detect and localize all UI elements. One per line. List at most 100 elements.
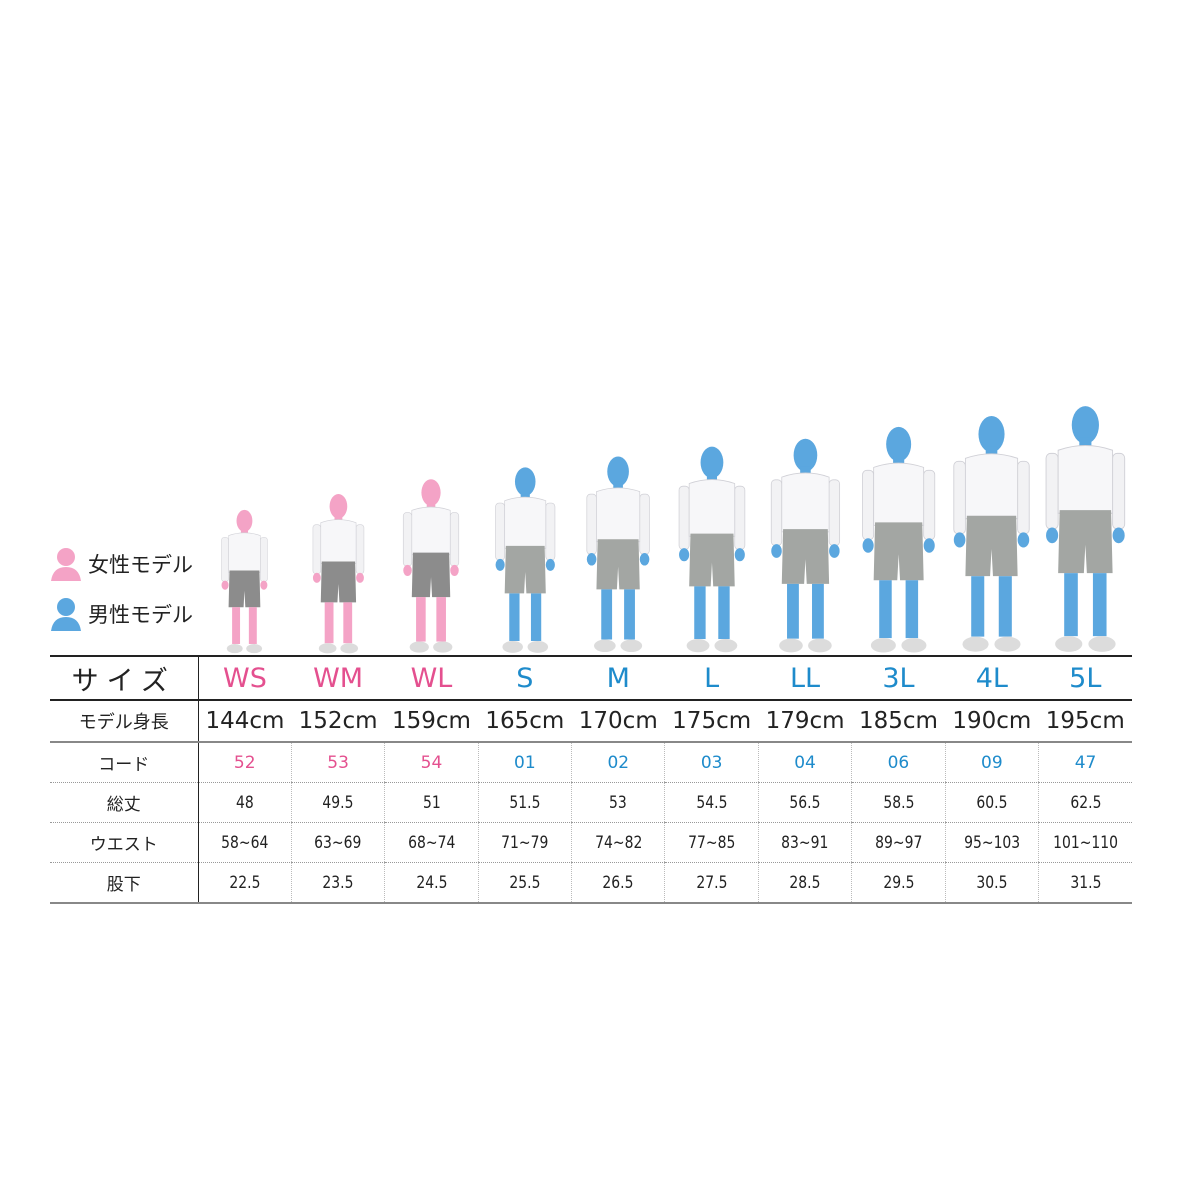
row-label-height: モデル身長	[50, 700, 199, 743]
length-value: 49.5	[322, 792, 354, 813]
cell-inseam: 30.5	[944, 862, 1039, 904]
code-value: 04	[794, 752, 816, 773]
waist-value: 71~79	[501, 832, 549, 853]
inseam-value: 31.5	[1069, 872, 1102, 893]
height-value: 144cm	[205, 708, 285, 734]
cell-length: 60.5	[944, 782, 1039, 823]
length-value: 48	[235, 792, 254, 813]
row-height: モデル身長 144cm 152cm 159cm 165cm 170cm 175cm 179cm…	[50, 700, 1132, 743]
cell-length: 49.5	[290, 782, 385, 823]
length-value: 54.5	[696, 792, 728, 813]
model-figure-L	[674, 444, 750, 655]
cell-waist: 68~74	[384, 822, 479, 863]
cell-inseam: 25.5	[477, 862, 572, 904]
cell-waist: 83~91	[757, 822, 852, 863]
legend-male: 男性モデル	[50, 596, 193, 632]
female-person-icon	[51, 548, 81, 581]
cell-size: WL	[384, 655, 479, 701]
row-inseam: 股下 22.5 23.5 24.5 25.5 26.5 27.5 28.5 29.5 30.5 31…	[50, 862, 1132, 904]
height-value: 152cm	[298, 708, 378, 734]
row-label-code: コード	[50, 742, 199, 783]
cell-code: 52	[198, 742, 292, 783]
length-value: 51.5	[509, 792, 541, 813]
cell-size: M	[571, 655, 665, 701]
waist-value: 77~85	[688, 832, 736, 853]
cell-size: 3L	[851, 655, 946, 701]
cell-length: 51	[384, 782, 479, 823]
person-silhouette-icon	[494, 467, 555, 653]
model-figure-WL	[399, 477, 463, 655]
waist-value: 74~82	[594, 832, 642, 853]
cell-size: 4L	[945, 655, 1039, 701]
cell-waist: 63~69	[290, 822, 385, 863]
cell-height: 175cm	[664, 700, 759, 743]
size-value: 5L	[1069, 662, 1102, 694]
cell-code: 06	[851, 742, 946, 783]
length-value: 51	[422, 792, 441, 813]
row-label-length: 総丈	[50, 782, 199, 823]
model-figure-5L	[1040, 403, 1131, 655]
cell-inseam: 28.5	[757, 862, 852, 904]
cell-size: L	[664, 655, 759, 701]
code-value: 52	[233, 752, 256, 773]
cell-inseam: 22.5	[198, 862, 292, 904]
height-value: 195cm	[1045, 708, 1125, 734]
code-value: 03	[700, 752, 723, 773]
model-figure-M	[582, 454, 654, 655]
legend-female-label: 女性モデル	[88, 553, 193, 577]
code-value: 53	[327, 752, 349, 773]
cell-height: 190cm	[945, 700, 1039, 743]
cell-length: 56.5	[757, 782, 852, 823]
cell-length: 51.5	[477, 782, 572, 823]
code-value: 09	[981, 752, 1003, 773]
cell-length: 58.5	[851, 782, 946, 823]
model-figure-4L	[948, 413, 1035, 655]
cell-length: 62.5	[1038, 782, 1132, 823]
cell-code: 02	[571, 742, 665, 783]
model-figure-S	[491, 465, 559, 655]
cell-waist: 74~82	[571, 822, 665, 863]
row-waist: ウエスト 58~64 63~69 68~74 71~79 74~82 77~85 83~91 8…	[50, 822, 1132, 863]
legend-male-label: 男性モデル	[88, 603, 193, 627]
code-value: 01	[514, 752, 536, 773]
cell-code: 01	[477, 742, 572, 783]
legend-female: 女性モデル	[50, 546, 193, 582]
length-value: 53	[609, 792, 628, 813]
height-value: 159cm	[392, 708, 471, 734]
size-value: WM	[313, 662, 364, 694]
cell-inseam: 23.5	[290, 862, 385, 904]
cell-code: 09	[944, 742, 1039, 783]
size-value: L	[704, 662, 720, 694]
cell-inseam: 29.5	[851, 862, 946, 904]
cell-height: 185cm	[851, 700, 946, 743]
row-label-waist: ウエスト	[50, 822, 199, 863]
model-figures	[198, 380, 1132, 655]
row-label-inseam: 股下	[50, 862, 199, 904]
person-silhouette-icon	[221, 509, 268, 654]
waist-value: 68~74	[407, 832, 456, 853]
waist-value: 58~64	[221, 832, 269, 853]
size-table: サイズ WS WM WL S M L LL 3L 4L 5L モデル身長 144cm 152cm 159cm…	[50, 655, 1132, 904]
waist-value: 83~91	[781, 832, 829, 853]
height-value: 175cm	[672, 708, 752, 734]
height-value: 185cm	[858, 708, 938, 734]
inseam-value: 23.5	[322, 872, 354, 893]
inseam-value: 27.5	[696, 872, 728, 893]
cell-length: 53	[571, 782, 665, 823]
row-length: 総丈 48 49.5 51 51.5 53 54.5 56.5 58.5 60.5 62.5	[50, 782, 1132, 823]
waist-value: 101~110	[1053, 832, 1118, 853]
person-silhouette-icon	[403, 479, 460, 653]
cell-size: WS	[198, 655, 292, 701]
cell-height: 144cm	[198, 700, 292, 743]
height-value: 170cm	[578, 708, 658, 734]
model-figure-3L	[857, 424, 940, 655]
cell-size: 5L	[1038, 655, 1132, 701]
cell-code: 47	[1038, 742, 1132, 783]
cell-waist: 101~110	[1038, 822, 1132, 863]
waist-value: 95~103	[963, 832, 1020, 853]
cell-code: 03	[664, 742, 759, 783]
cell-length: 54.5	[664, 782, 759, 823]
cell-waist: 77~85	[664, 822, 759, 863]
size-value: 3L	[882, 662, 915, 694]
size-value: 4L	[975, 662, 1008, 694]
